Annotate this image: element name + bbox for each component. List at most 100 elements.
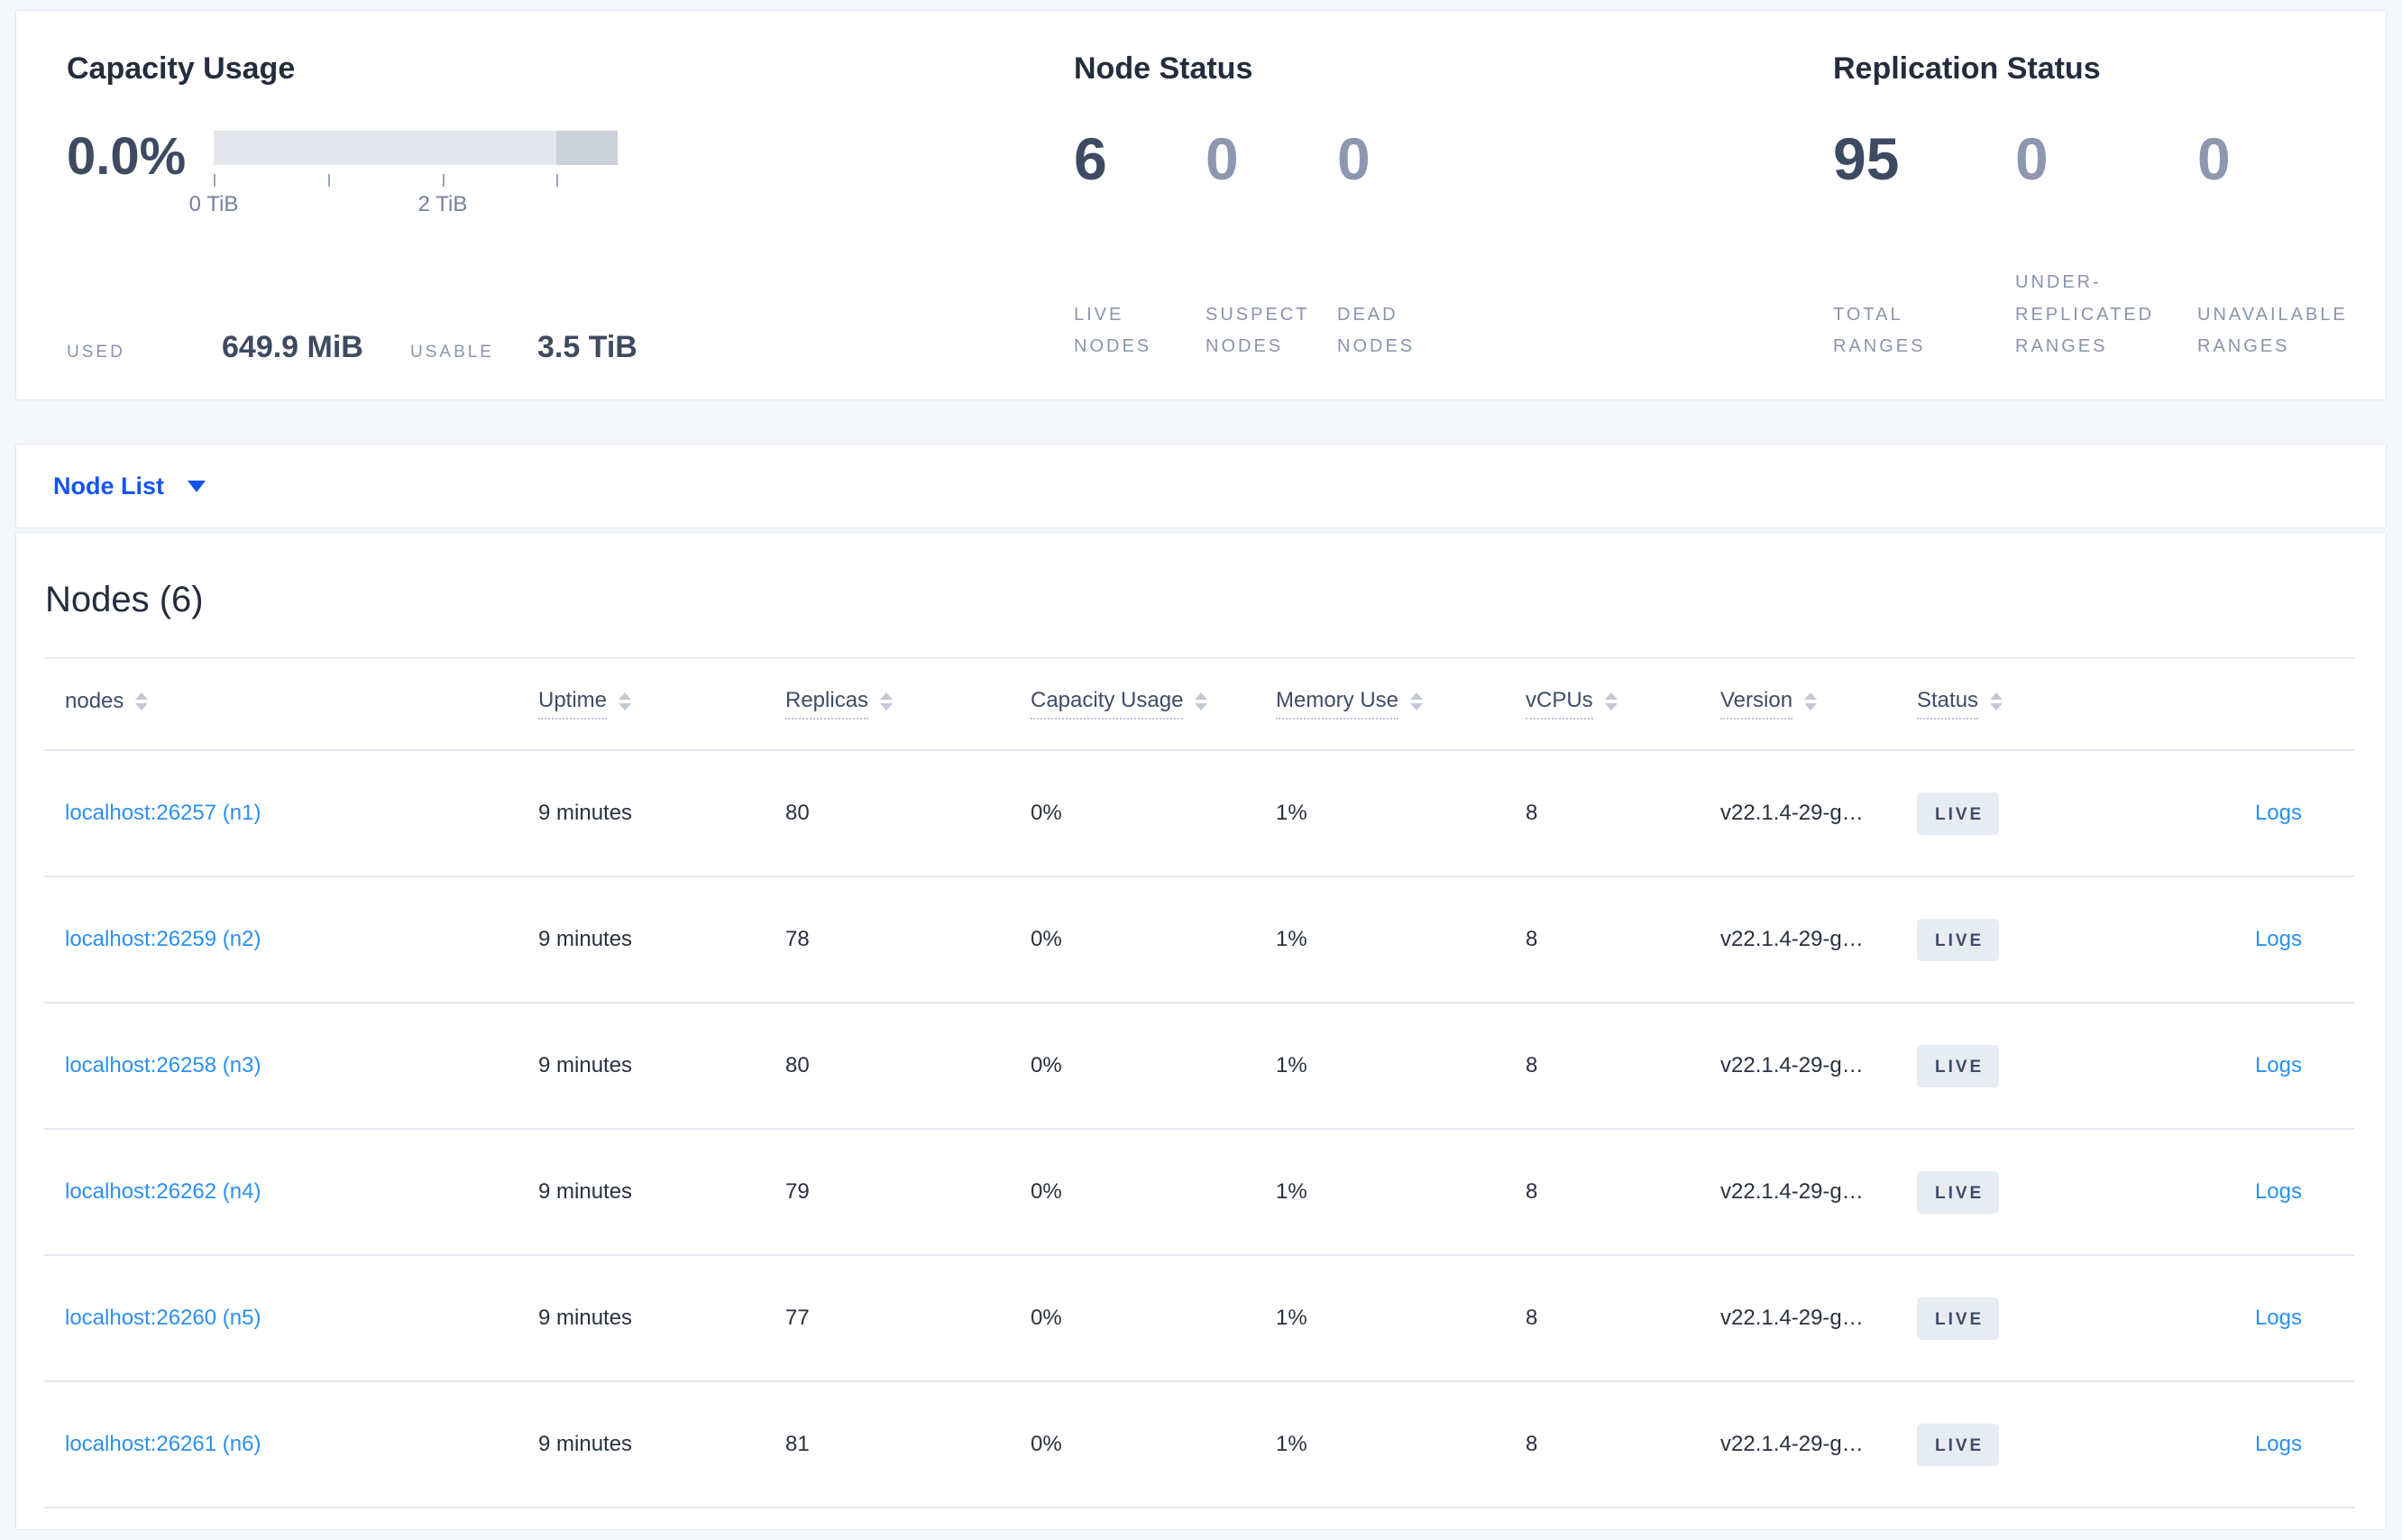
logs-link[interactable]: Logs [2254,1052,2302,1077]
column-header[interactable]: Status [1917,688,2111,720]
node-cell: localhost:26260 (n5) [44,1306,538,1332]
usable-label: USABLE [410,343,494,362]
table-row: localhost:26262 (n4) 9 minutes 79 0% 1% … [44,1130,2354,1256]
usable-value: 3.5 TiB [537,330,637,364]
status-cell: LIVE [1917,1044,2111,1087]
stat-item: 95 TOTAL RANGES [1833,129,2015,363]
sort-up-icon [135,692,149,700]
logs-cell: Logs [2111,1053,2354,1079]
replicas-cell: 81 [785,1431,810,1456]
axis-tick [555,173,558,187]
column-header-label[interactable]: Capacity Usage [1031,688,1184,720]
column-header[interactable]: Uptime [538,688,785,720]
table-row: localhost:26261 (n6) 9 minutes 81 0% 1% … [44,1382,2354,1508]
stat-item: 0 UNDER- REPLICATED RANGES [2015,129,2197,363]
node-link[interactable]: localhost:26261 (n6) [65,1431,261,1456]
node-link[interactable]: localhost:26257 (n1) [65,800,261,825]
sort-icon[interactable] [1804,692,1818,710]
used-label: USED [67,343,125,362]
node-link[interactable]: localhost:26262 (n4) [65,1178,261,1204]
memory-use-cell: 1% [1276,1305,1307,1330]
column-header-label[interactable]: Version [1720,688,1793,720]
stat-label: DEAD NODES [1337,304,1416,357]
replication-status-title: Replication Status [1833,51,2101,86]
logs-link[interactable]: Logs [2254,1305,2302,1330]
memory-use-cell: 1% [1276,1052,1307,1077]
column-header[interactable]: Capacity Usage [1031,688,1276,720]
version-cell: v22.1.4-29-g… [1720,1431,1864,1456]
status-badge: LIVE [1917,1423,2000,1466]
replication-status-stats: 95 TOTAL RANGES 0 UNDER- REPLICATED RANG… [1833,129,2386,363]
uptime-cell: 9 minutes [538,1178,633,1204]
logs-link[interactable]: Logs [2254,800,2302,825]
node-link[interactable]: localhost:26259 (n2) [65,926,261,951]
stat-label: LIVE NODES [1074,304,1152,357]
vcpus-cell: 8 [1526,1052,1538,1077]
memory-use-cell: 1% [1276,1431,1307,1456]
sort-up-icon [880,692,894,700]
sort-icon[interactable] [1195,692,1208,710]
sort-up-icon [1990,692,2003,700]
status-badge: LIVE [1917,1170,2000,1214]
uptime-cell: 9 minutes [538,1431,633,1456]
node-status-section: Node Status 6 LIVE NODES 0 SUSPECT NODES… [1074,50,1833,399]
capacity-bar [214,130,618,165]
column-header[interactable]: nodes [44,688,538,719]
axis-tick-label: 2 TiB [417,191,468,216]
vcpus-cell: 8 [1526,1431,1538,1456]
vcpus-cell: 8 [1526,1305,1538,1330]
sort-up-icon [1604,692,1618,700]
sort-icon[interactable] [1604,692,1618,710]
sort-icon[interactable] [619,692,632,710]
version-cell: v22.1.4-29-g… [1720,800,1864,825]
capacity-used-percent: 0.0% [67,126,187,186]
stat-item: 6 LIVE NODES [1074,129,1206,363]
node-link[interactable]: localhost:26260 (n5) [65,1305,261,1330]
table-row: localhost:26259 (n2) 9 minutes 78 0% 1% … [44,877,2354,1004]
sort-icon[interactable] [1410,692,1424,710]
node-cell: localhost:26261 (n6) [44,1432,538,1458]
sort-icon[interactable] [135,692,149,710]
replicas-cell: 80 [785,800,810,825]
logs-link[interactable]: Logs [2254,926,2302,951]
sort-down-icon [135,702,149,710]
view-selector-dropdown[interactable]: Node List [15,444,2387,528]
nodes-panel-title: Nodes (6) [45,580,204,619]
logs-link[interactable]: Logs [2254,1431,2302,1456]
view-selector-label[interactable]: Node List [53,472,165,500]
column-header[interactable]: vCPUs [1526,688,1720,720]
column-header-label[interactable]: Status [1917,688,1979,720]
capacity-bar-chart: 0 TiB 2 TiB [189,130,618,217]
status-badge: LIVE [1917,1297,2000,1340]
sort-icon[interactable] [880,692,894,710]
stat-item: 0 UNAVAILABLE RANGES [2197,129,2379,363]
vcpus-cell: 8 [1526,1178,1538,1204]
uptime-cell: 9 minutes [538,800,633,825]
column-header[interactable]: Version [1720,688,1917,720]
sort-down-icon [1195,702,1208,710]
column-header-label[interactable]: Memory Use [1276,688,1399,720]
column-header-label[interactable]: vCPUs [1526,688,1593,720]
capacity-usage-cell: 0% [1031,1305,1062,1330]
logs-link[interactable]: Logs [2254,1178,2302,1204]
logs-cell: Logs [2111,1179,2354,1205]
sort-icon[interactable] [1990,692,2003,710]
node-status-title: Node Status [1074,51,1253,86]
logs-cell: Logs [2111,801,2354,827]
stat-value: 0 [2015,124,2049,192]
sort-up-icon [619,692,632,700]
replicas-cell: 80 [785,1052,810,1077]
column-header[interactable]: Memory Use [1276,688,1526,720]
column-header-label[interactable]: Replicas [785,688,869,720]
stat-value: 95 [1833,124,1900,192]
status-badge: LIVE [1917,792,2000,835]
sort-down-icon [619,702,632,710]
uptime-cell: 9 minutes [538,926,633,951]
node-link[interactable]: localhost:26258 (n3) [65,1052,261,1077]
column-header-label[interactable]: nodes [65,688,124,713]
vcpus-cell: 8 [1526,800,1538,825]
column-header[interactable]: Replicas [785,688,1031,720]
replicas-cell: 77 [785,1305,810,1330]
stat-item: 0 SUSPECT NODES [1206,129,1337,363]
column-header-label[interactable]: Uptime [538,688,608,720]
